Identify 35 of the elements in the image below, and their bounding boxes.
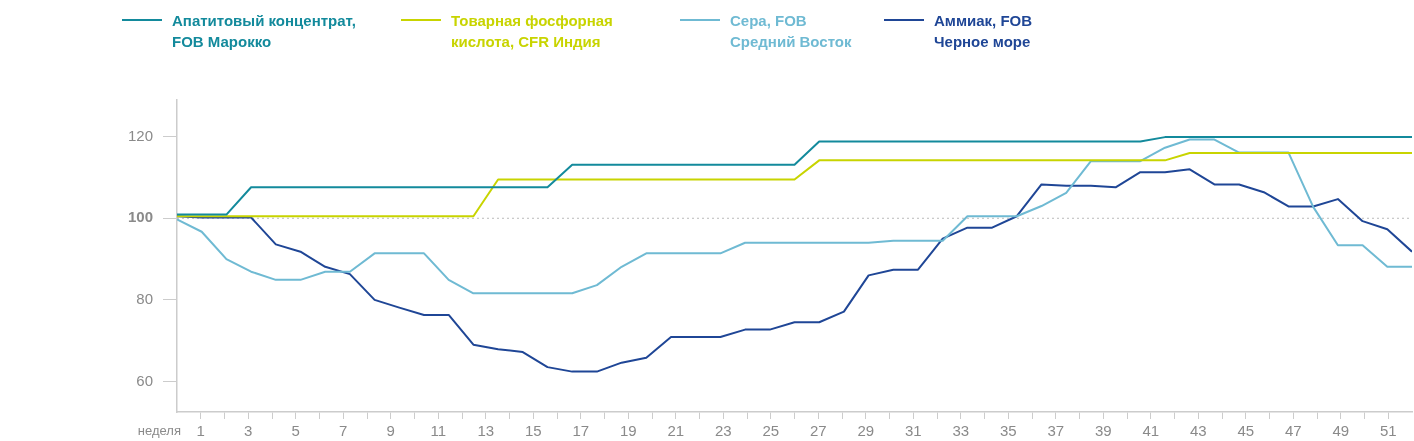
x-tick-label: 31	[904, 422, 922, 440]
x-tick-label: 11	[430, 422, 447, 440]
x-tick-label: 13	[477, 422, 495, 440]
x-tick-label: 17	[572, 422, 590, 440]
x-tick-label: 23	[714, 422, 732, 440]
legend-label: Аммиак, FOB Черное море	[934, 11, 1034, 52]
x-tick-label: 41	[1142, 422, 1160, 440]
legend-label: Апатитовый концентрат, FOB Марокко	[172, 11, 357, 52]
x-tick-label: 45	[1237, 422, 1255, 440]
x-tick-label: 35	[999, 422, 1017, 440]
y-tick-label: 80	[136, 289, 153, 307]
x-tick-label: 3	[244, 422, 253, 440]
y-tick-label: 100	[127, 208, 153, 226]
x-tick-label: 25	[762, 422, 780, 440]
y-tick-label: 60	[136, 371, 153, 389]
x-tick-label: 39	[1094, 422, 1112, 440]
x-tick-label: 7	[339, 422, 348, 440]
legend-label: Сера, FOB Средний Восток	[730, 11, 853, 52]
x-axis-title: неделя	[137, 422, 181, 438]
x-tick-label: 51	[1379, 422, 1397, 440]
y-tick-label: 120	[127, 126, 153, 144]
x-tick-label: 19	[619, 422, 637, 440]
x-tick-label: 49	[1332, 422, 1350, 440]
legend-label: Товарная фосфорная кислота, CFR Индия	[451, 11, 614, 52]
x-tick-label: 37	[1047, 422, 1065, 440]
x-tick-label: 47	[1284, 422, 1302, 440]
x-tick-label: 9	[386, 422, 395, 440]
x-tick-label: 15	[524, 422, 542, 440]
x-tick-label: 29	[857, 422, 875, 440]
x-tick-label: 1	[196, 422, 205, 440]
x-tick-label: 21	[667, 422, 685, 440]
x-tick-label: 33	[952, 422, 970, 440]
x-tick-label: 5	[291, 422, 300, 440]
x-tick-label: 43	[1189, 422, 1207, 440]
x-tick-label: 27	[809, 422, 827, 440]
